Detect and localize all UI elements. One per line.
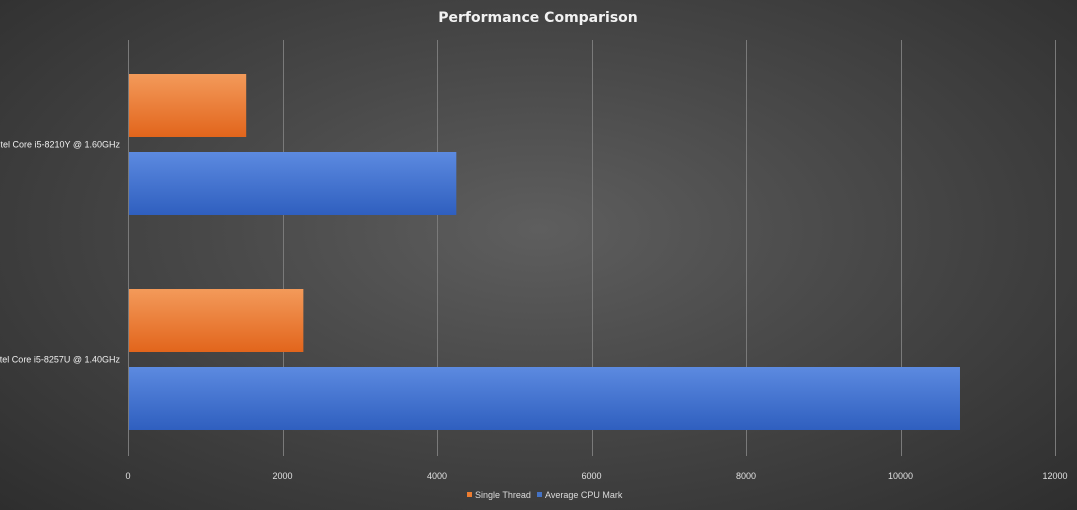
grid-lines — [128, 40, 1056, 456]
x-tick-label: 8000 — [736, 471, 756, 481]
bars — [129, 74, 960, 430]
bar-average-cpu-mark — [129, 152, 457, 215]
x-tick-label: 4000 — [427, 471, 447, 481]
x-tick-label: 12000 — [1042, 471, 1067, 481]
category-label: Intel Core i5-8210Y @ 1.60GHz — [0, 140, 120, 150]
x-tick-label: 10000 — [888, 471, 913, 481]
x-tick-label: 6000 — [581, 471, 601, 481]
y-axis-categories: Intel Core i5-8210Y @ 1.60GHz Intel Core … — [0, 140, 120, 365]
legend-label: Average CPU Mark — [545, 490, 623, 500]
legend: Single Thread Average CPU Mark — [467, 490, 623, 500]
bar-average-cpu-mark — [129, 367, 960, 430]
bar-single-thread — [129, 289, 304, 352]
x-tick-label: 0 — [125, 471, 130, 481]
legend-swatch — [537, 492, 542, 497]
x-tick-label: 2000 — [272, 471, 292, 481]
chart-title: Performance Comparison — [438, 10, 638, 26]
legend-label: Single Thread — [475, 490, 531, 500]
legend-swatch — [467, 492, 472, 497]
bar-single-thread — [129, 74, 247, 137]
category-label: Intel Core i5-8257U @ 1.40GHz — [0, 355, 120, 365]
x-axis-ticks: 0 2000 4000 6000 8000 10000 12000 — [125, 471, 1067, 481]
